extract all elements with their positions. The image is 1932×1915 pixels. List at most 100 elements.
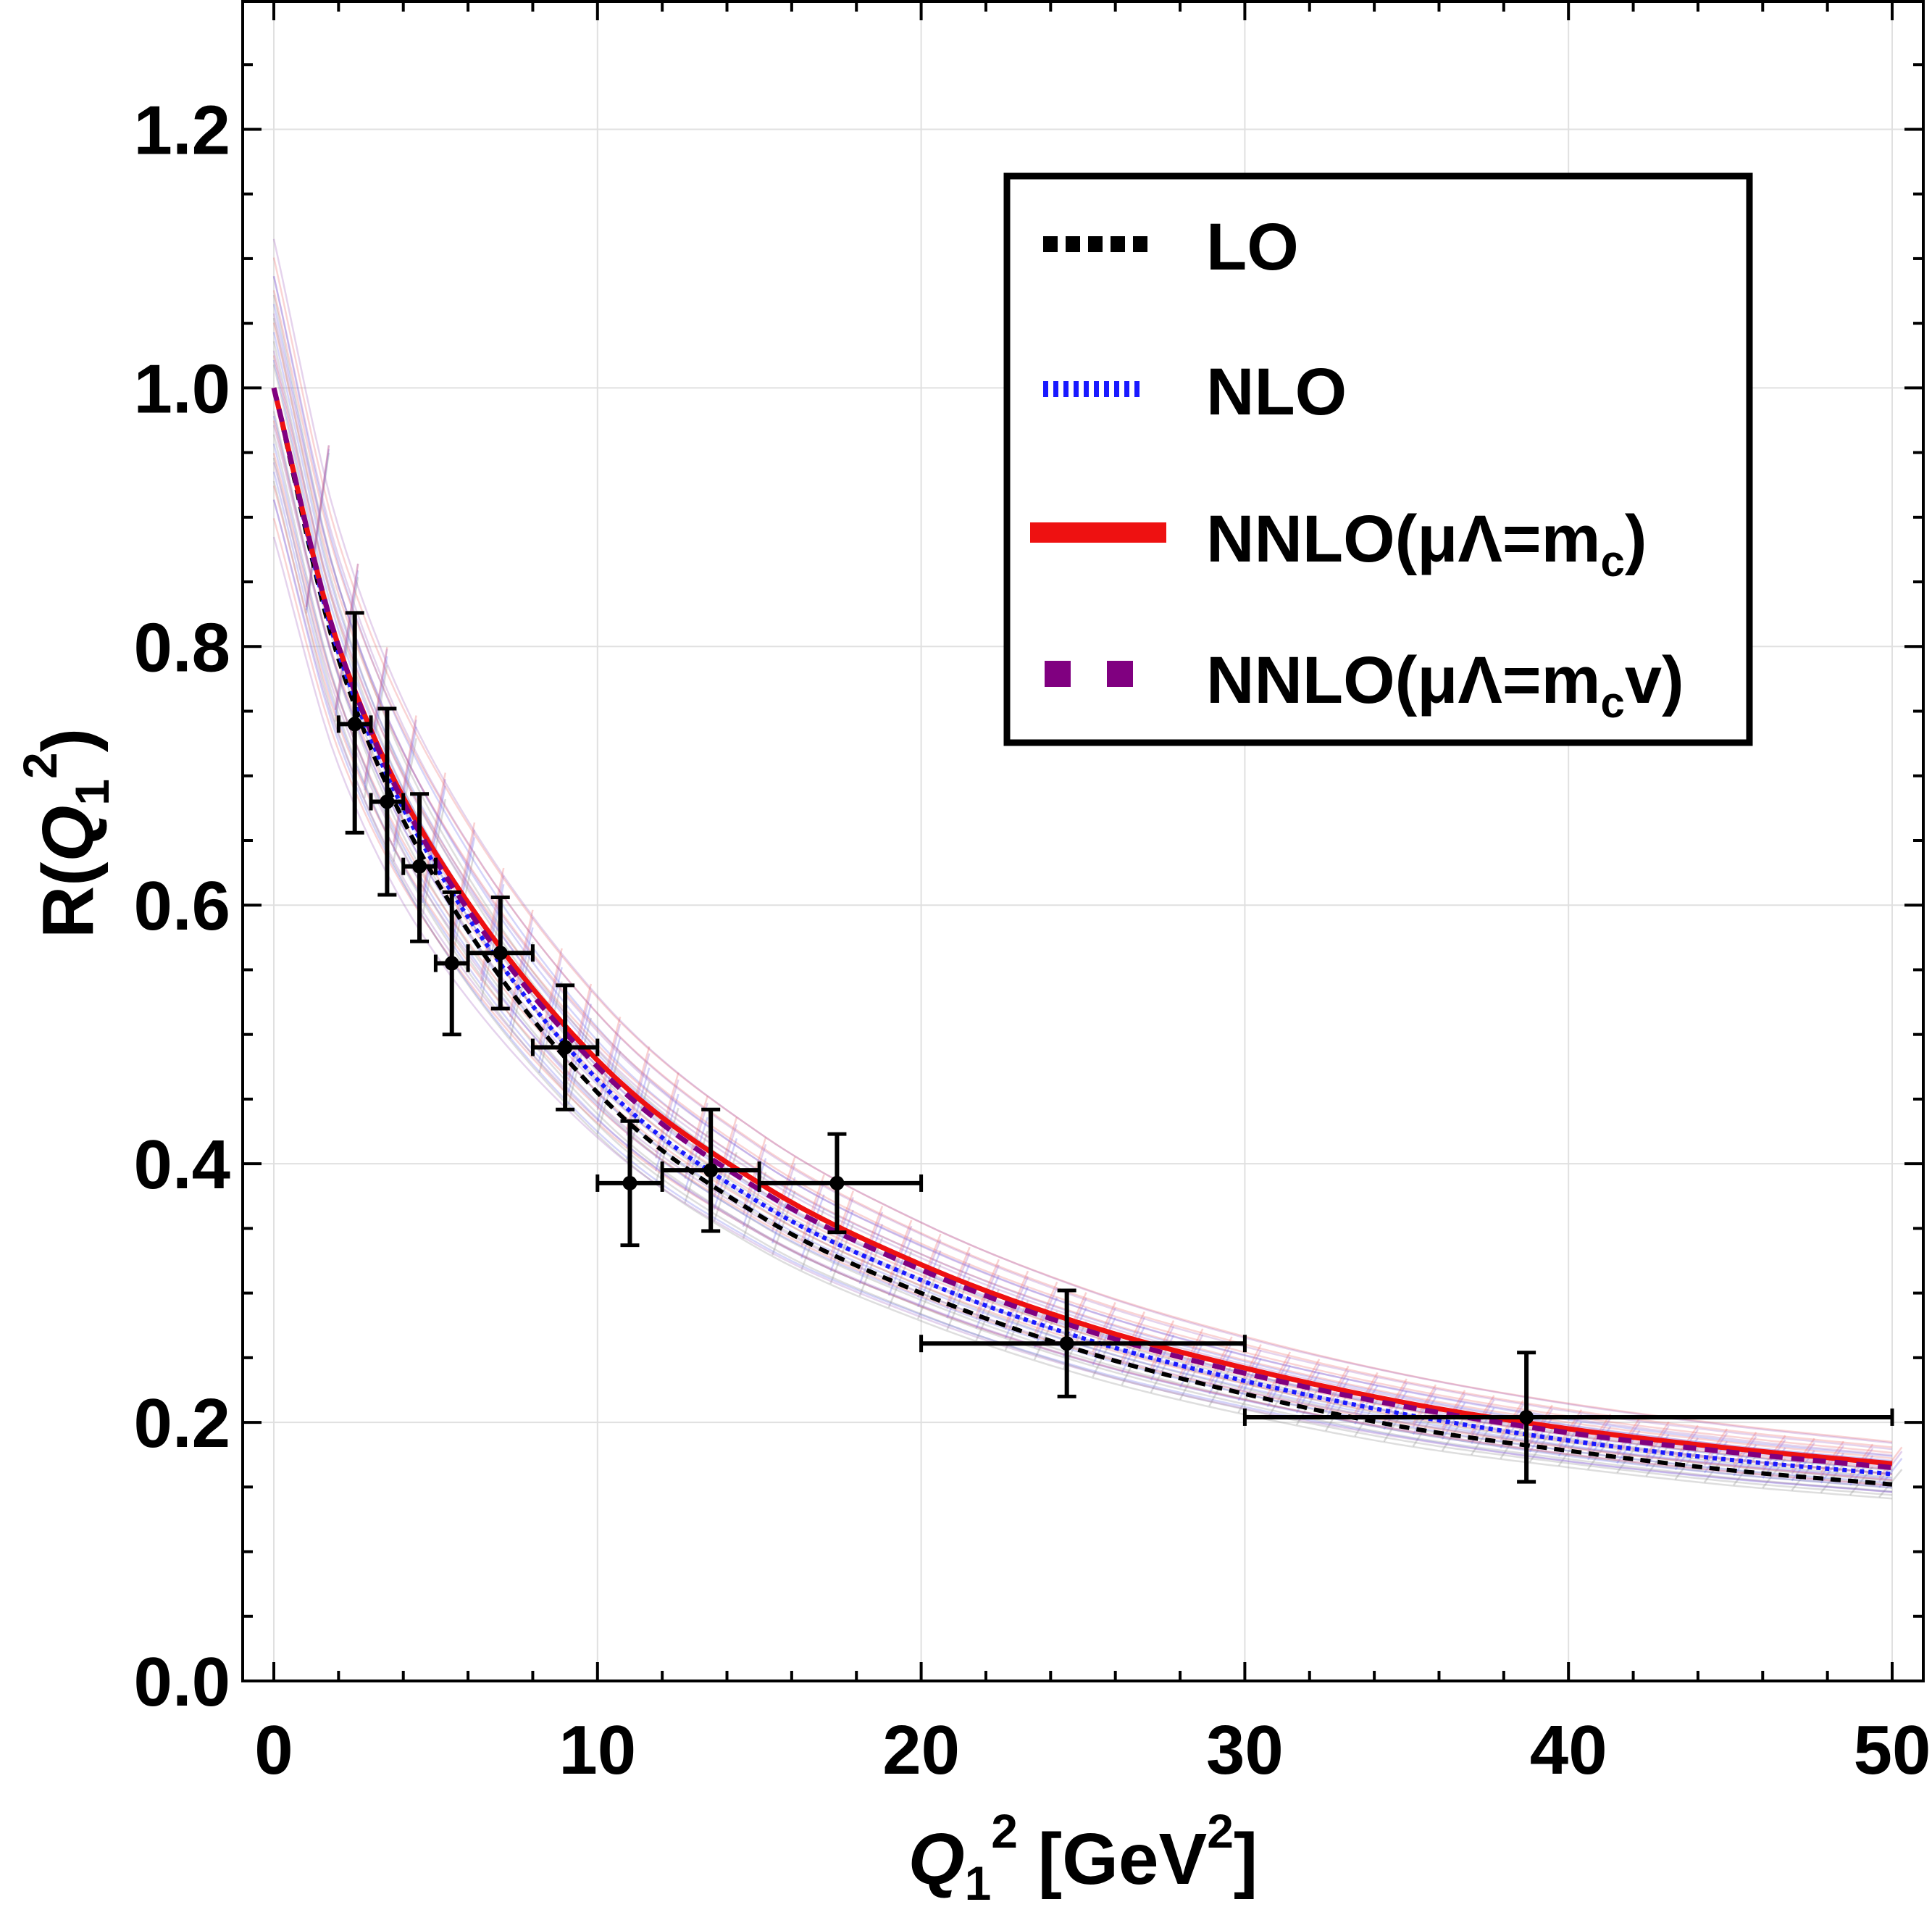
y-tick-label: 0.2 [134, 1385, 230, 1462]
band-hatch [393, 719, 417, 846]
data-marker [558, 1040, 573, 1055]
legend-label-lo: LO [1206, 210, 1299, 284]
y-tick-label: 0.0 [134, 1643, 230, 1721]
band-hatch [422, 779, 447, 898]
band-line [272, 317, 1893, 1475]
band-hatch [1383, 1405, 1408, 1443]
band-hatch [422, 785, 447, 904]
band-hatch [596, 1037, 622, 1122]
band-line [272, 238, 1893, 1444]
band-hatch [596, 1017, 622, 1104]
band-hatch [1471, 1420, 1495, 1456]
x-tick-label: 10 [559, 1711, 636, 1789]
band-hatch [684, 1130, 708, 1203]
band-hatch [363, 665, 388, 798]
y-axis-title: R(Q12) [13, 728, 119, 938]
band-line [272, 536, 1893, 1493]
band-hatch [393, 715, 417, 843]
data-point-5 [530, 983, 600, 1111]
band-hatch [829, 1209, 854, 1272]
band-hatch [655, 1072, 679, 1153]
band-line [272, 517, 1893, 1487]
band-hatch [1266, 1379, 1292, 1419]
data-points [336, 611, 1894, 1484]
band-hatch [887, 1237, 913, 1296]
series-line-0 [272, 387, 1893, 1487]
x-tick-label: 20 [882, 1711, 960, 1789]
band-hatch [451, 829, 476, 942]
band-hatch [509, 941, 534, 1039]
x-axis-title: Q12 [GeV2] [908, 1804, 1258, 1910]
band-hatch [655, 1093, 679, 1172]
band-line [272, 355, 1893, 1459]
data-marker [444, 956, 459, 971]
band-hatch [655, 1107, 679, 1183]
band-hatch [363, 648, 388, 785]
y-tick-label: 0.4 [134, 1126, 230, 1203]
band-hatch [684, 1117, 708, 1192]
data-marker [380, 794, 395, 809]
x-tick-label: 0 [254, 1711, 293, 1789]
band-hatch [1325, 1393, 1350, 1432]
band-hatch [538, 967, 563, 1061]
y-tick-label: 0.6 [134, 867, 230, 945]
x-tick-label: 40 [1530, 1711, 1607, 1789]
band-hatch [305, 445, 330, 608]
x-tick-label: 30 [1206, 1711, 1284, 1789]
band-hatch [305, 448, 330, 611]
band-hatch [538, 948, 563, 1045]
data-point-10 [1242, 1351, 1894, 1484]
series-lines [271, 387, 1893, 1487]
band-hatch [1586, 1437, 1612, 1470]
band-hatch [1820, 1445, 1844, 1477]
data-point-8 [757, 1132, 924, 1235]
y-tick-label: 1.0 [134, 350, 230, 427]
legend-label-nnlo-mcv: NNLO(μΛ=mcv) [1206, 643, 1684, 727]
band-hatch [1033, 1281, 1058, 1335]
data-marker [493, 946, 508, 961]
data-marker [622, 1175, 637, 1190]
data-point-1 [369, 706, 406, 897]
band-line [272, 411, 1893, 1489]
series-line-2 [271, 387, 1893, 1467]
band-hatch [1121, 1326, 1146, 1374]
band-hatch [1441, 1402, 1466, 1440]
band-hatch [800, 1194, 825, 1259]
data-point-7 [660, 1107, 761, 1233]
band-hatch [422, 798, 447, 915]
series-line-1 [272, 387, 1893, 1477]
band-line [272, 257, 1893, 1443]
band-line [272, 304, 1893, 1462]
y-tick-label: 0.8 [134, 609, 230, 686]
band-line [272, 275, 1893, 1458]
band-hatch [1237, 1358, 1262, 1401]
band-hatch [916, 1233, 942, 1293]
band-hatch [742, 1158, 767, 1227]
band-hatch [393, 726, 417, 852]
band-line [272, 415, 1893, 1480]
band-hatch [305, 445, 330, 607]
band-hatch [1762, 1458, 1786, 1489]
data-marker [347, 717, 362, 732]
band-line [272, 457, 1893, 1496]
band-hatch [887, 1219, 913, 1281]
band-hatch [509, 909, 534, 1011]
legend-label-nlo: NLO [1206, 355, 1347, 429]
data-marker [1059, 1336, 1074, 1351]
band-hatch [1266, 1351, 1292, 1395]
data-point-0 [336, 611, 373, 835]
band-hatch [946, 1263, 971, 1319]
band-hatch [334, 570, 359, 716]
band-hatch [1208, 1364, 1233, 1407]
band-hatch [916, 1250, 942, 1308]
data-point-9 [919, 1288, 1247, 1398]
band-hatch [334, 563, 359, 711]
band-hatch [363, 646, 388, 783]
band-line [272, 471, 1893, 1489]
band-hatch [538, 955, 563, 1051]
band-hatch [800, 1174, 825, 1242]
data-marker [1519, 1409, 1534, 1424]
band-hatch [1557, 1432, 1583, 1467]
band-hatch [1733, 1435, 1757, 1469]
band-line [272, 350, 1893, 1463]
